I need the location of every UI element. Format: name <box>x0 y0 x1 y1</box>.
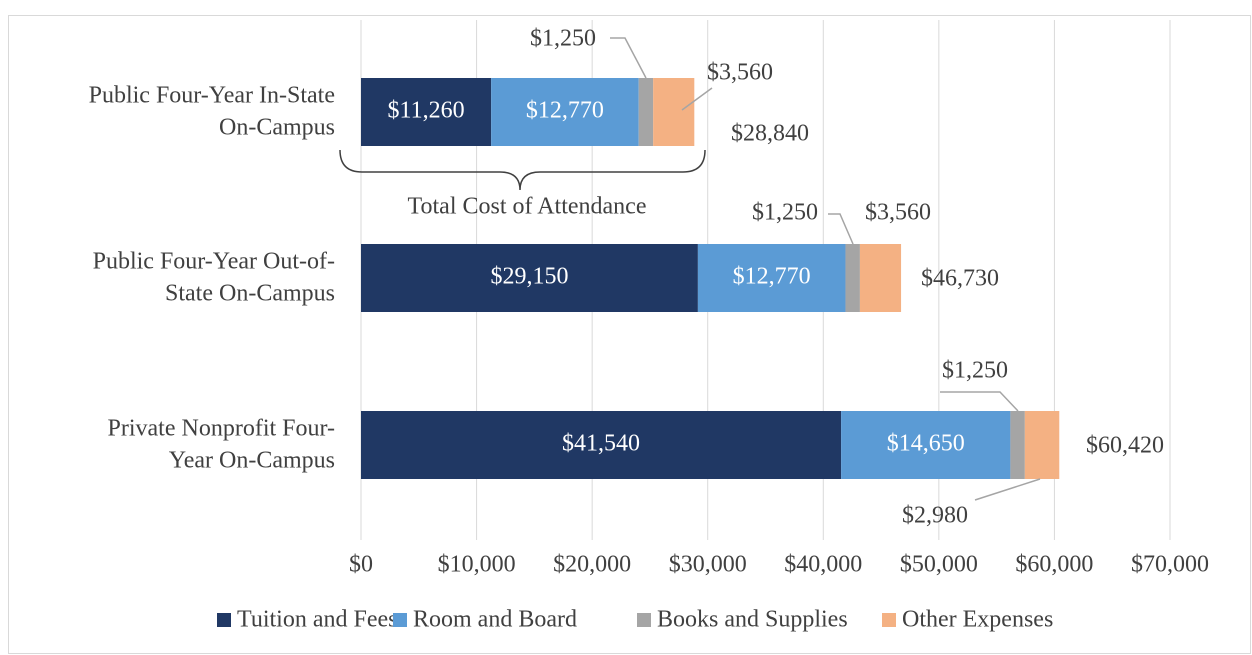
data-label: $3,560 <box>707 60 773 86</box>
chart-frame <box>8 15 1251 654</box>
legend-swatch <box>217 613 231 627</box>
data-label: $12,770 <box>733 264 811 290</box>
total-label: $46,730 <box>921 266 999 292</box>
bar-segment <box>361 411 842 479</box>
bar-segment <box>1024 411 1060 479</box>
y-tick-label: Public Four-Year Out-of- <box>93 249 335 275</box>
y-tick-label: Year On-Campus <box>169 448 335 474</box>
data-label: $41,540 <box>562 431 640 457</box>
data-label: $11,260 <box>388 98 465 124</box>
x-tick-label: $10,000 <box>438 552 516 578</box>
y-tick-label: State On-Campus <box>165 281 335 307</box>
data-label: $1,250 <box>530 26 596 52</box>
legend-swatch <box>637 613 651 627</box>
leader-line <box>940 391 1019 412</box>
data-label: $2,980 <box>902 503 968 529</box>
x-tick-label: $60,000 <box>1015 552 1093 578</box>
leader-line <box>681 87 713 111</box>
x-tick-label: $70,000 <box>1131 552 1209 578</box>
y-tick-label: On-Campus <box>219 115 335 141</box>
data-label: $1,250 <box>942 358 1008 384</box>
legend-label: Tuition and Fees <box>237 607 397 633</box>
x-tick-label: $30,000 <box>669 552 747 578</box>
total-label: $60,420 <box>1086 433 1164 459</box>
legend-swatch <box>882 613 896 627</box>
data-label: $14,650 <box>887 431 965 457</box>
data-label: $29,150 <box>490 264 568 290</box>
bar-segment <box>638 78 654 146</box>
bar-segment <box>361 244 698 312</box>
bar-segment <box>841 411 1011 479</box>
legend-label: Books and Supplies <box>657 607 848 633</box>
x-tick-label: $0 <box>349 552 373 578</box>
legend-label: Other Expenses <box>902 607 1053 633</box>
bar-segment <box>697 244 846 312</box>
bar-segment <box>653 78 695 146</box>
leader-line <box>974 478 1041 501</box>
data-label: $3,560 <box>865 200 931 226</box>
x-tick-label: $50,000 <box>900 552 978 578</box>
x-tick-label: $20,000 <box>553 552 631 578</box>
data-label: $1,250 <box>752 200 818 226</box>
bar-segment <box>859 244 902 312</box>
annotation: Total Cost of Attendance <box>408 194 647 220</box>
legend-swatch <box>393 613 407 627</box>
leader-line <box>610 37 647 79</box>
y-tick-label: Private Nonprofit Four- <box>108 416 335 442</box>
bar-segment <box>361 78 492 146</box>
y-tick-label: Public Four-Year In-State <box>89 83 335 109</box>
total-label: $28,840 <box>731 121 809 147</box>
bar-segment <box>491 78 639 146</box>
data-label: $12,770 <box>526 98 604 124</box>
leader-line <box>828 213 854 245</box>
bar-segment <box>845 244 860 312</box>
x-tick-label: $40,000 <box>784 552 862 578</box>
bar-segment <box>1010 411 1025 479</box>
brace <box>339 149 706 191</box>
legend-label: Room and Board <box>413 607 577 633</box>
